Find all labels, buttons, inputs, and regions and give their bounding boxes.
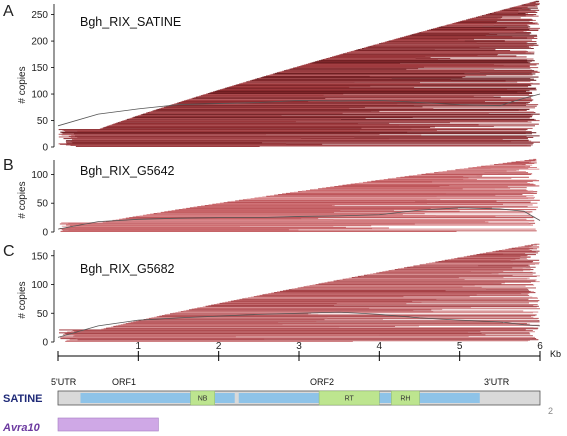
orf1-bar	[80, 393, 235, 403]
kb-axis-ticks: 1 2 3 4 5 6	[136, 341, 543, 361]
panel-c-yticks: 0 50 100 150	[31, 250, 55, 349]
y-tick-label: 100	[31, 90, 48, 101]
panel-a-read-lines	[58, 0, 540, 148]
kb-tick-label: 4	[377, 341, 383, 352]
panel-a-label: A	[3, 3, 14, 20]
panel-a-coverage-line	[57, 93, 541, 127]
y-tick-label: 150	[31, 63, 48, 74]
panel-b-title: Bgh_RIX_G5642	[80, 164, 175, 178]
kb-tick-label: 6	[537, 341, 543, 352]
panel-b-read-lines	[59, 158, 540, 232]
protein-domains: NB RT RH	[190, 390, 420, 406]
y-tick-label: 0	[42, 338, 48, 349]
kb-tick-label: 3	[296, 341, 302, 352]
element-map: 5'UTR ORF1 ORF2 3'UTR SATINE NB RT RH Avra…	[2, 377, 541, 434]
y-tick-label: 100	[31, 280, 48, 291]
domain-label: RT	[345, 396, 355, 403]
kb-axis: 1 2 3 4 5 6 Kb	[57, 341, 561, 361]
y-tick-label: 250	[31, 10, 48, 21]
panel-c: C Bgh_RIX_G5682 # copies 0 50 100 150	[3, 243, 541, 349]
avra10-label: Avra10	[2, 422, 41, 434]
kb-axis-unit: Kb	[550, 349, 561, 359]
panel-b-ylabel: # copies	[17, 181, 28, 218]
domain-label: RH	[400, 396, 410, 403]
y-tick-label: 0	[42, 228, 48, 239]
y-tick-label: 50	[37, 309, 49, 320]
avra10-bar	[57, 417, 159, 432]
panel-b: B Bgh_RIX_G5642 # copies 0 50 100	[3, 157, 541, 239]
domain-box	[190, 390, 215, 406]
kb-tick-label: 1	[136, 341, 142, 352]
panel-b-label: B	[3, 157, 14, 174]
domain-box	[318, 390, 380, 406]
panel-c-read-lines	[58, 243, 540, 342]
utr3-label: 3'UTR	[484, 377, 510, 387]
panel-b-coverage-line	[57, 207, 541, 230]
y-tick-label: 50	[37, 116, 49, 127]
panel-a: A Bgh_RIX_SATINE # copies 0 50 100 150 200 25…	[3, 0, 541, 154]
orf2-label: ORF2	[310, 377, 334, 387]
y-tick-label: 200	[31, 37, 48, 48]
domain-box	[391, 390, 420, 406]
satine-label: SATINE	[3, 393, 43, 405]
panel-c-title: Bgh_RIX_G5682	[80, 262, 175, 276]
panel-a-title: Bgh_RIX_SATINE	[80, 15, 181, 29]
panel-b-yticks: 0 50 100	[31, 160, 55, 239]
panel-c-label: C	[3, 243, 15, 260]
panel-c-ylabel: # copies	[17, 281, 28, 318]
panel-c-coverage-line	[57, 311, 541, 338]
utr5-label: 5'UTR	[51, 377, 77, 387]
page-number: 2	[548, 406, 553, 416]
y-tick-label: 0	[42, 143, 48, 154]
y-tick-label: 100	[31, 170, 48, 181]
kb-tick-label: 5	[457, 341, 463, 352]
y-tick-label: 150	[31, 251, 48, 262]
panel-a-ylabel: # copies	[17, 66, 28, 103]
y-tick-label: 50	[37, 199, 49, 210]
orf1-label: ORF1	[112, 377, 136, 387]
kb-tick-label: 2	[216, 341, 222, 352]
domain-label: NB	[198, 396, 208, 403]
panel-a-yticks: 0 50 100 150 200 250	[31, 4, 55, 154]
